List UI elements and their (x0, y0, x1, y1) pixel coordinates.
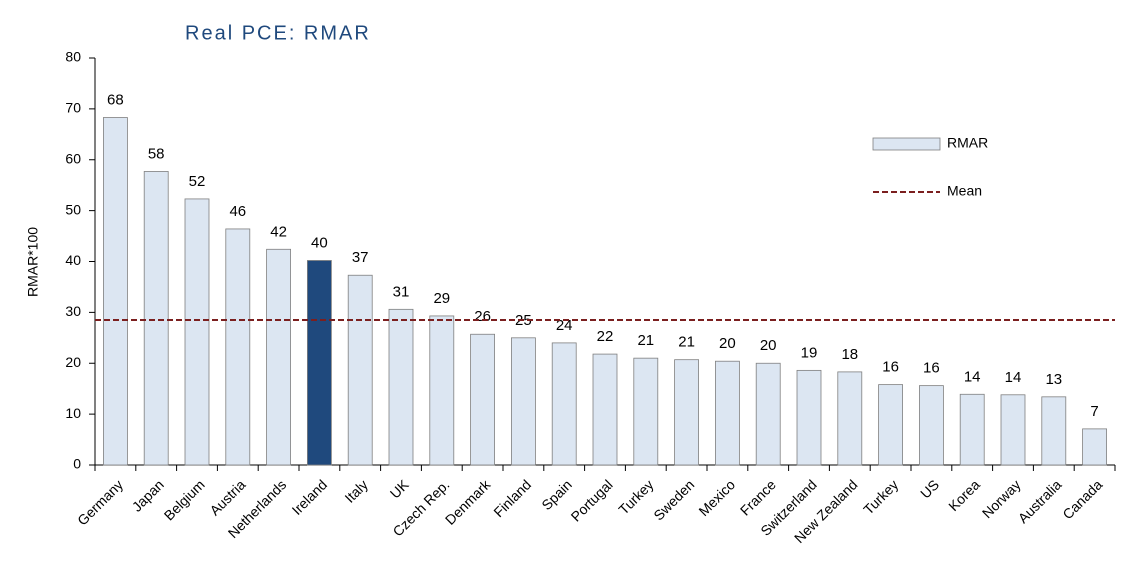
x-tick-label: Denmark (442, 476, 494, 528)
bar (1000, 394, 1026, 466)
bar (470, 333, 496, 466)
bar (1041, 396, 1067, 466)
bar (429, 315, 455, 466)
value-label: 19 (801, 344, 818, 361)
bar (103, 117, 128, 466)
value-label: 20 (760, 337, 777, 354)
x-tick-label: Australia (1015, 476, 1065, 526)
bar (266, 248, 292, 466)
bar (184, 198, 210, 466)
y-tick-label: 20 (65, 354, 81, 370)
bar (306, 260, 332, 466)
bar (837, 371, 863, 466)
value-label: 21 (678, 334, 695, 351)
x-tick-label: Sweden (650, 476, 697, 523)
y-tick-label: 70 (65, 100, 81, 116)
x-tick-label: Mexico (695, 476, 738, 519)
value-label: 13 (1045, 371, 1062, 388)
x-tick-label: US (917, 476, 942, 501)
bar (796, 369, 822, 466)
bar (225, 228, 251, 466)
value-label: 52 (189, 173, 206, 190)
y-tick-label: 40 (65, 252, 81, 268)
x-tick-label: Portugal (568, 476, 616, 524)
x-tick-label: Germany (74, 476, 126, 528)
x-tick-label: Finland (490, 476, 534, 520)
y-tick-label: 50 (65, 201, 81, 217)
x-tick-label: Belgium (161, 476, 208, 523)
value-label: 18 (841, 346, 858, 363)
value-label: 29 (433, 290, 450, 307)
value-label: 7 (1090, 403, 1098, 420)
bar (674, 359, 699, 466)
bar (592, 353, 618, 466)
y-tick-label: 80 (65, 49, 81, 65)
bar (143, 171, 169, 466)
y-tick-label: 0 (73, 456, 81, 472)
y-tick-label: 10 (65, 405, 81, 421)
legend-label: RMAR (947, 135, 988, 151)
value-label: 42 (270, 223, 287, 240)
bar (510, 337, 536, 466)
value-label: 58 (148, 145, 165, 162)
value-label: 20 (719, 335, 736, 352)
value-label: 31 (393, 283, 410, 300)
value-label: 24 (556, 317, 573, 334)
legend-label: Mean (947, 183, 982, 199)
x-tick-label: Ireland (289, 476, 331, 518)
bar (715, 360, 740, 466)
bar (388, 308, 414, 466)
x-tick-label: Italy (341, 476, 370, 505)
bar (551, 342, 577, 466)
value-label: 14 (1005, 369, 1022, 386)
y-tick-label: 30 (65, 303, 81, 319)
x-tick-label: Turkey (860, 476, 901, 517)
bar (878, 384, 903, 466)
legend-swatch (872, 137, 941, 151)
chart-title: Real PCE: RMAR (185, 22, 371, 44)
x-tick-label: UK (387, 476, 413, 502)
x-tick-label: Japan (129, 476, 167, 514)
value-label: 26 (474, 308, 491, 325)
value-label: 22 (597, 328, 614, 345)
y-tick-label: 60 (65, 150, 81, 166)
value-label: 68 (107, 91, 124, 108)
value-label: 16 (882, 359, 899, 376)
x-tick-label: Spain (538, 476, 575, 513)
value-label: 40 (311, 234, 328, 251)
bar (1082, 428, 1107, 466)
x-tick-label: Korea (945, 476, 983, 514)
bar (633, 357, 659, 466)
y-axis-label: RMAR*100 (25, 227, 41, 297)
value-label: 37 (352, 249, 369, 266)
value-label: 14 (964, 368, 981, 385)
bar (959, 393, 985, 466)
bar (347, 274, 373, 466)
value-label: 46 (229, 203, 246, 220)
bar (755, 362, 781, 466)
x-tick-label: Canada (1059, 476, 1105, 522)
value-label: 21 (637, 332, 654, 349)
bar (919, 385, 944, 466)
value-label: 16 (923, 360, 940, 377)
